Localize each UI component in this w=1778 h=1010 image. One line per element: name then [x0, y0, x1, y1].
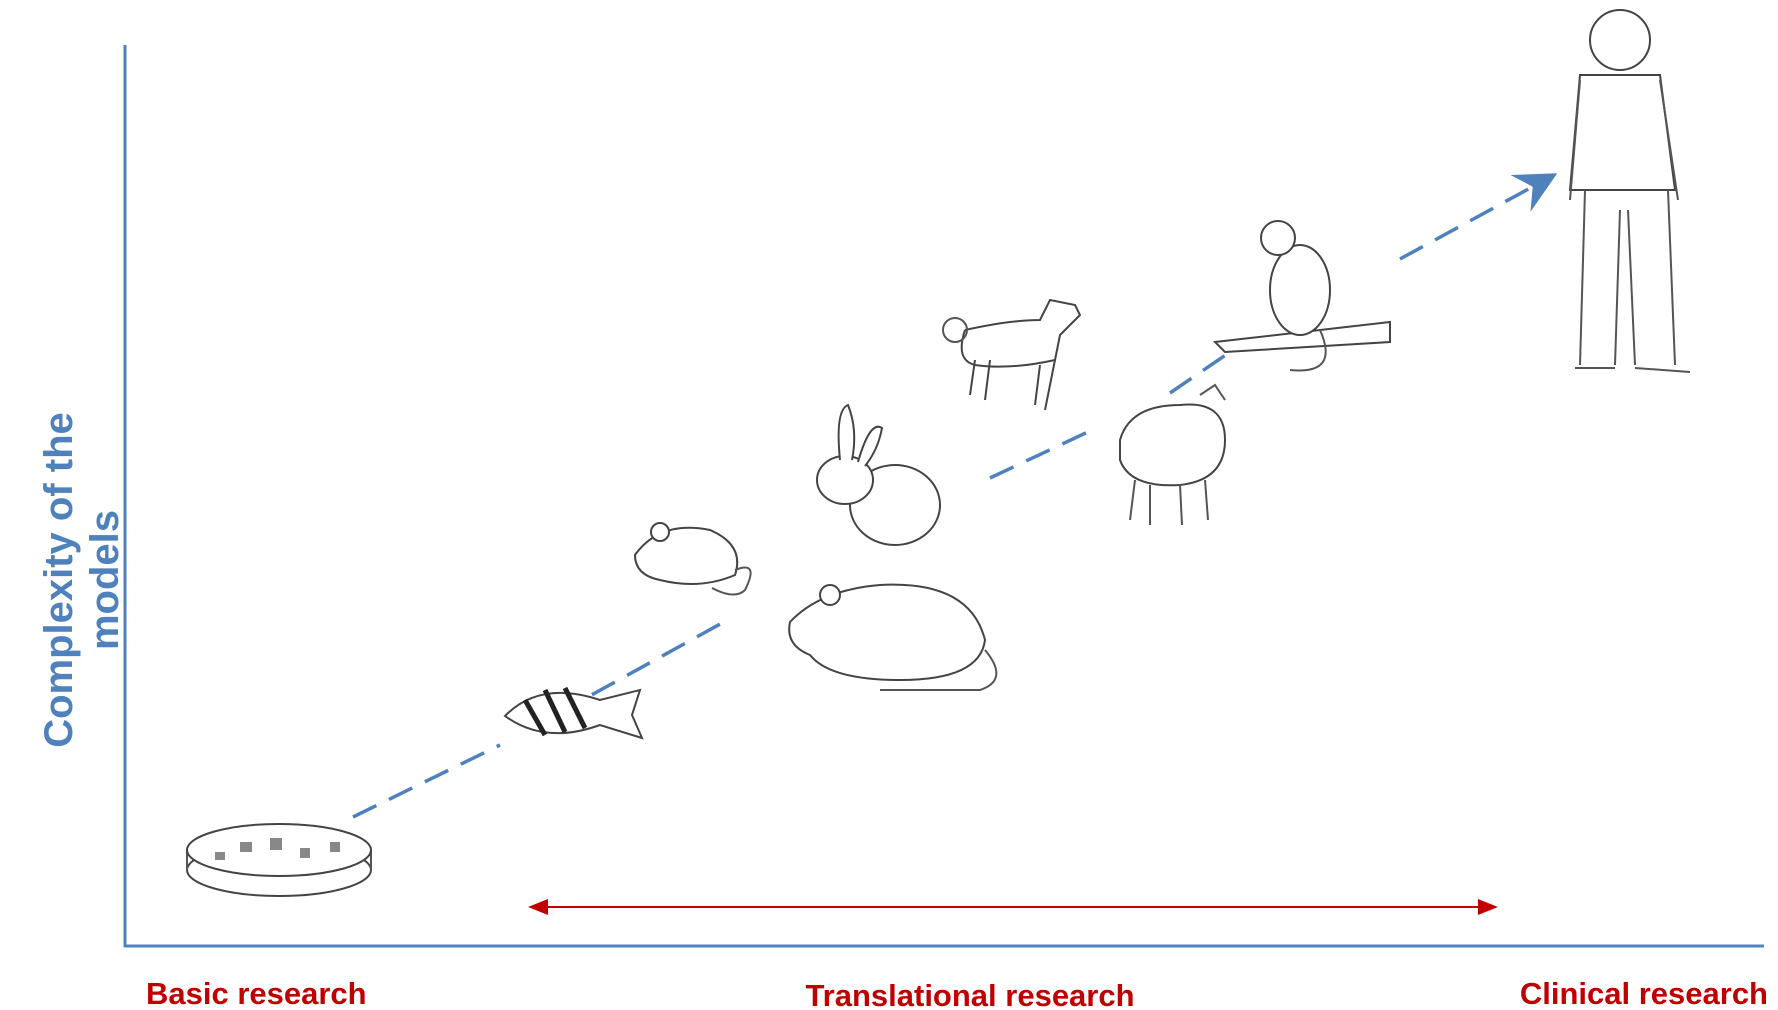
stage-label: Basic research	[146, 976, 367, 1010]
monkey	[1212, 220, 1391, 372]
stage-label: Clinical research	[1520, 976, 1768, 1010]
axis-label: Complexity of themodels	[37, 412, 127, 748]
rat	[788, 583, 998, 692]
human	[1568, 9, 1691, 373]
petri-dish	[186, 823, 372, 897]
stage-label: Translational research	[805, 978, 1134, 1010]
zebrafish	[503, 686, 644, 740]
rabbit	[816, 403, 941, 546]
progression-line	[352, 173, 1558, 819]
mouse	[633, 522, 752, 596]
pig	[1119, 383, 1227, 526]
dog	[942, 298, 1082, 411]
